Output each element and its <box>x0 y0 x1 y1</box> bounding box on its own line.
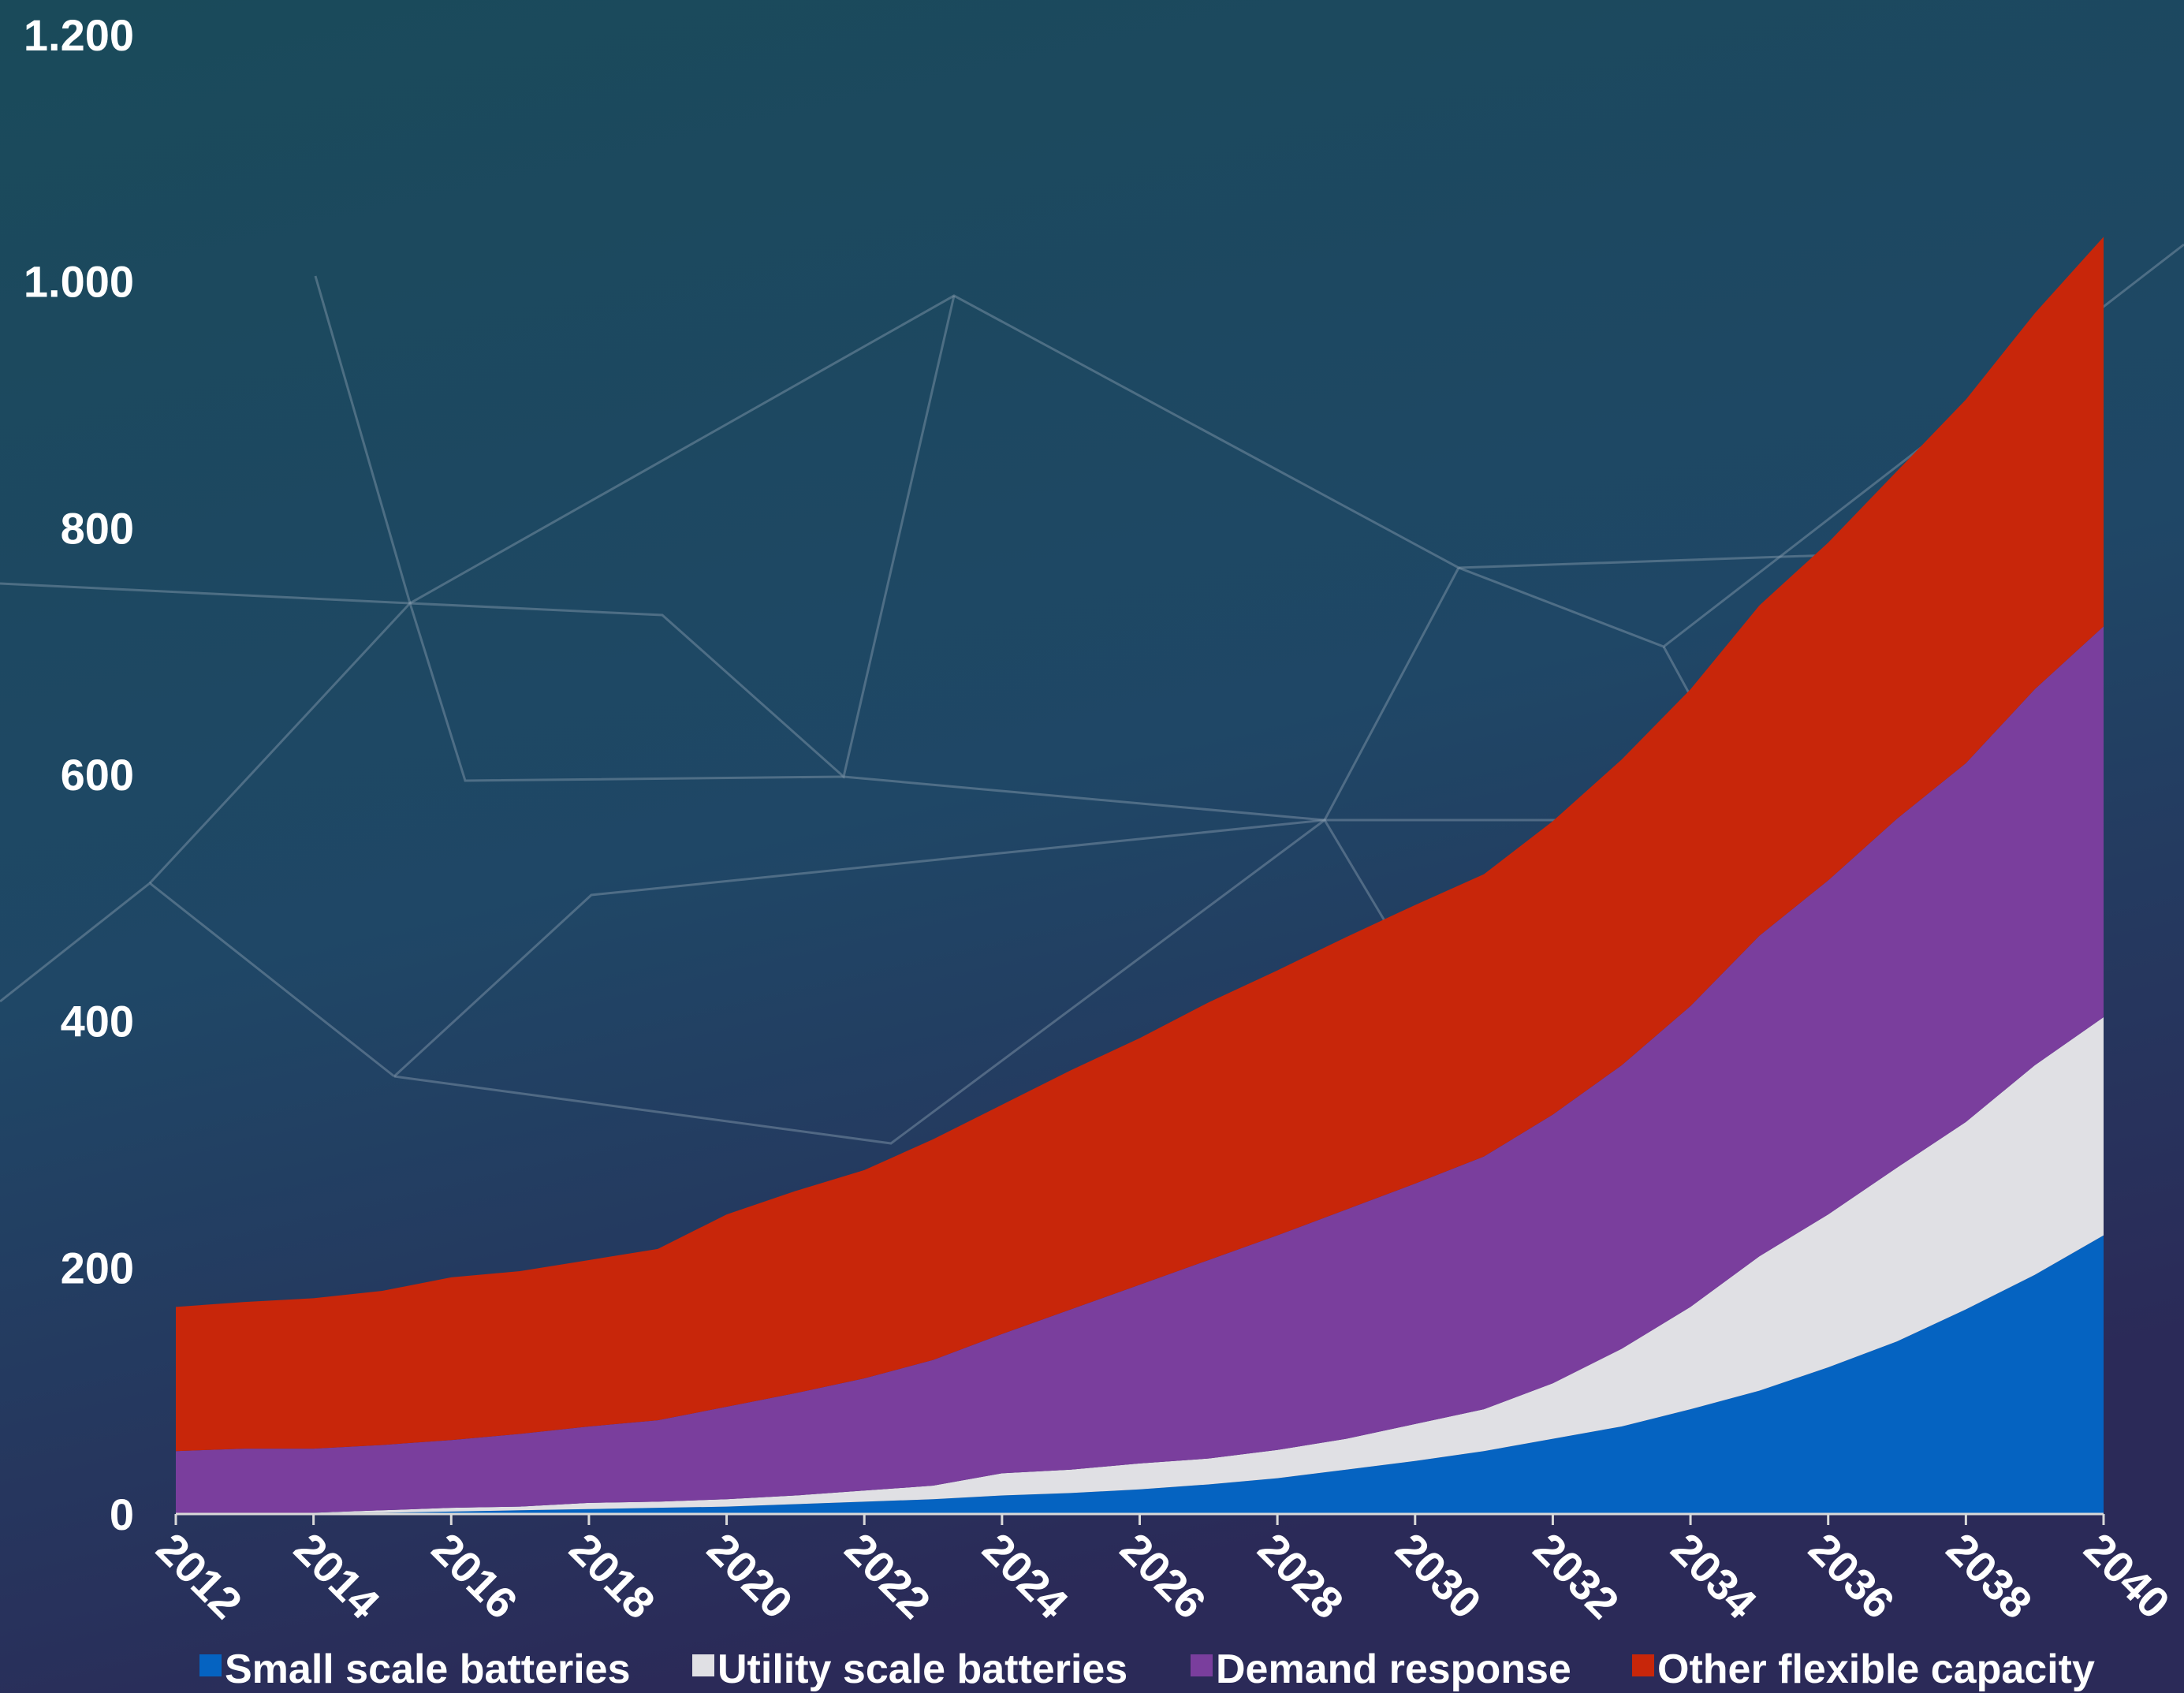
legend-label: Other flexible capacity <box>1657 1646 2095 1692</box>
y-tick-label: 400 <box>61 997 134 1046</box>
y-tick-label: 0 <box>110 1490 134 1539</box>
y-tick-label: 200 <box>61 1243 134 1292</box>
y-tick-label: 1.200 <box>24 10 134 60</box>
area <box>176 237 2104 1452</box>
legend-swatch <box>1632 1654 1654 1676</box>
legend-label: Small scale batteries <box>225 1646 631 1692</box>
y-tick-label: 1.000 <box>24 257 134 307</box>
y-tick-label: 600 <box>61 750 134 800</box>
y-tick-label: 800 <box>61 503 134 553</box>
area <box>176 1235 2104 1514</box>
legend-swatch <box>199 1654 222 1676</box>
legend-label: Utility scale batteries <box>717 1646 1127 1692</box>
area <box>176 1016 2104 1514</box>
legend-label: Demand response <box>1216 1646 1571 1692</box>
legend-swatch <box>692 1654 714 1676</box>
area <box>176 626 2104 1514</box>
legend-swatch <box>1191 1654 1213 1676</box>
